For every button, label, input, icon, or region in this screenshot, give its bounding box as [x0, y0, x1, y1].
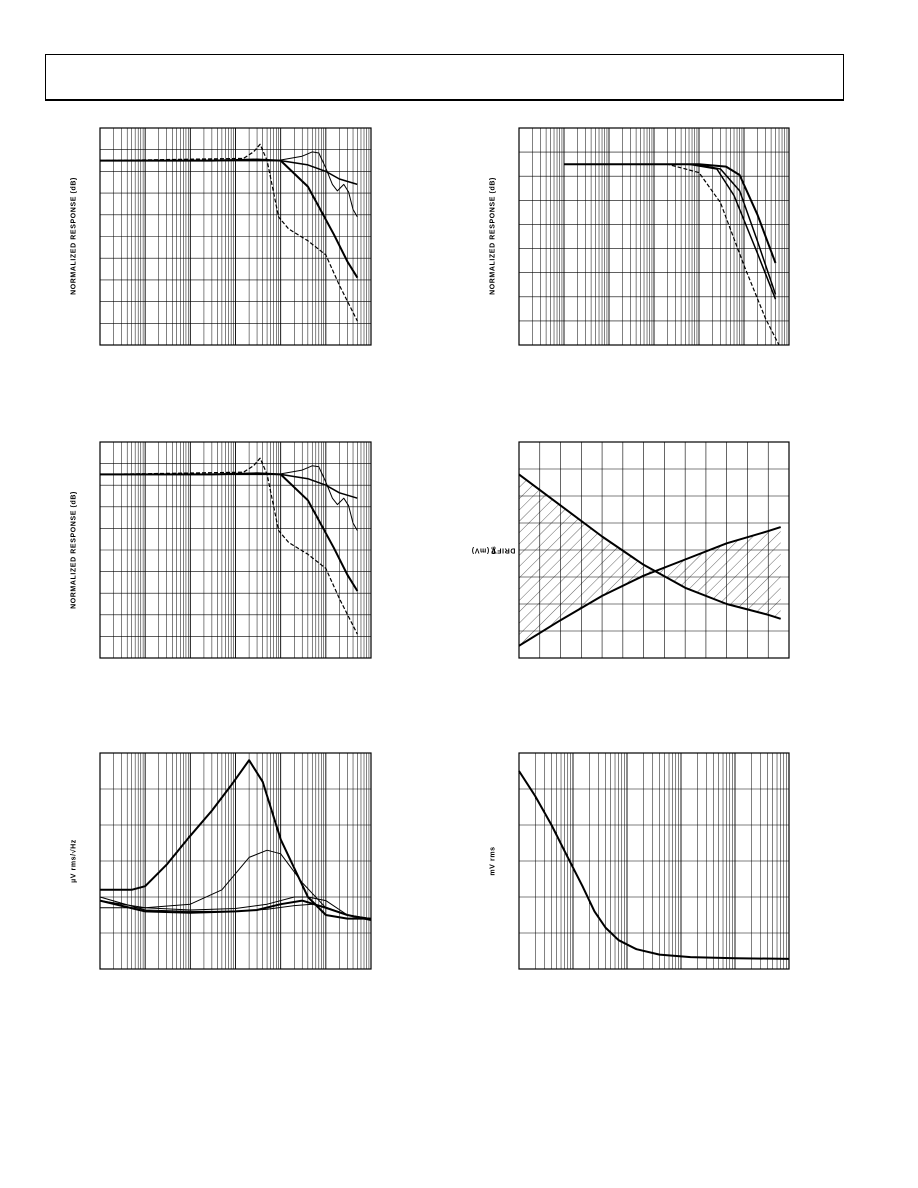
series-line-4 [99, 143, 358, 322]
chart-vos-drift [518, 441, 790, 659]
series-line-2 [518, 526, 782, 647]
chart-5-y-axis-label: µV rms/√Hz [70, 839, 78, 883]
chart-3-y-axis-label: NORMALIZED RESPONSE (dB) [70, 491, 78, 609]
series-line-1 [518, 770, 790, 960]
chart-grid [518, 752, 789, 970]
chart-grid [99, 127, 371, 346]
page-header-rule-box [45, 54, 844, 101]
series-line-1 [518, 473, 782, 620]
chart-frame [99, 752, 372, 970]
series-line-4 [564, 163, 780, 346]
series-line-2 [99, 151, 358, 218]
series-line-5 [99, 896, 372, 920]
chart-2-y-axis-label: NORMALIZED RESPONSE (dB) [489, 177, 497, 295]
chart-frame [99, 441, 372, 659]
series-line-1 [100, 759, 371, 920]
chart-grid [518, 127, 789, 346]
chart-4-y-axis-label: V OS DRIFT (mV) [470, 545, 516, 555]
series-line-4 [99, 457, 358, 635]
series-line-3 [100, 159, 358, 186]
chart-1-y-axis-label: NORMALIZED RESPONSE (dB) [70, 177, 78, 295]
chart-frequency-response-3 [99, 441, 372, 659]
chart-frequency-response-1 [99, 127, 372, 346]
chart-frame [518, 441, 790, 659]
chart-6-y-axis-label: mV rms [489, 846, 497, 876]
chart-noise-density [99, 752, 372, 970]
chart-frequency-response-2 [518, 127, 790, 346]
chart-frame [518, 127, 790, 346]
chart-frame [99, 127, 372, 346]
chart-noise-rms [518, 752, 790, 970]
shaded-region [519, 474, 781, 646]
chart-frame [518, 752, 790, 970]
series-line-3 [100, 473, 358, 499]
series-line-3 [99, 896, 372, 920]
series-line-2 [99, 465, 358, 531]
chart-grid [99, 752, 371, 970]
